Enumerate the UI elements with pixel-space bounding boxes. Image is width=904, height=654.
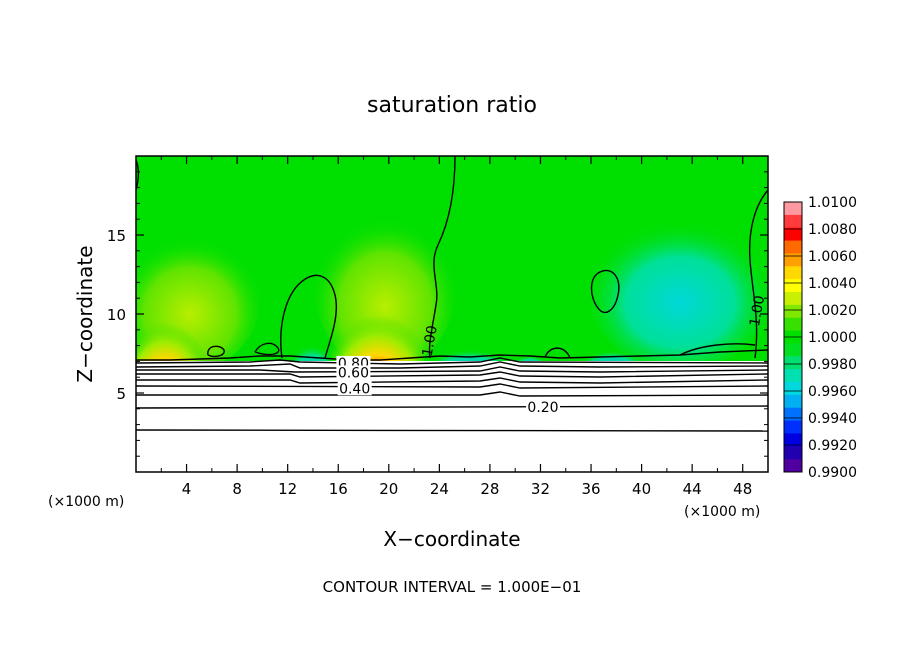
- contour-label: 0.60: [338, 365, 369, 381]
- colorbar-segment: [784, 304, 802, 319]
- x-axis-title: X−coordinate: [383, 527, 520, 551]
- contour-line-1.00: [544, 347, 571, 359]
- contour-line-0.50: [136, 377, 768, 384]
- contour-line-1.00: [254, 342, 280, 356]
- contour-line-0.20: [136, 405, 768, 409]
- colorbar-label: 1.0080: [808, 222, 857, 238]
- colorbar-segment: [784, 266, 802, 280]
- colorbar-label: 1.0020: [808, 303, 857, 319]
- y-tick-label: 15: [107, 227, 126, 245]
- x-tick-label: 4: [182, 480, 192, 498]
- colorbar-segment: [784, 459, 802, 473]
- x-tick-label: 48: [733, 480, 752, 498]
- colorbar-segment: [784, 382, 802, 396]
- contour-labels: 0.800.600.400.201.001.00: [336, 294, 768, 416]
- contour-lines: [136, 156, 768, 432]
- y-axis: 5 10 15: [107, 171, 768, 457]
- colorbar-segment: [784, 202, 802, 216]
- colorbar-segment: [784, 214, 802, 229]
- contour-line-1.00: [280, 274, 338, 359]
- colorbar-segment: [784, 356, 802, 370]
- x-tick-label: 40: [632, 480, 651, 498]
- x-unit-left: (×1000 m): [48, 494, 124, 510]
- x-tick-label: 12: [278, 480, 297, 498]
- contour-label: 1.00: [420, 324, 441, 357]
- x-tick-label: 16: [329, 480, 348, 498]
- contour-interval-note: CONTOUR INTERVAL = 1.000E−01: [323, 578, 582, 596]
- x-unit-right: (×1000 m): [684, 504, 760, 520]
- y-tick-label: 5: [116, 385, 126, 403]
- colorbar-segment: [784, 446, 802, 460]
- contour-label: 0.40: [339, 381, 370, 397]
- colorbar-segment: [784, 433, 802, 447]
- heatmap-field: [136, 156, 768, 472]
- colorbar-segment: [784, 292, 802, 306]
- colorbar-label: 1.0040: [808, 276, 857, 292]
- colorbar-segment: [784, 420, 802, 434]
- contour-line-0.70: [136, 366, 768, 373]
- colorbar-label: 1.0060: [808, 249, 857, 265]
- y-tick-label: 10: [107, 306, 126, 324]
- colorbar-segment: [784, 253, 802, 267]
- colorbar-label: 0.9980: [808, 357, 857, 373]
- colorbar-label: 0.9940: [808, 411, 857, 427]
- colorbar-label: 0.9960: [808, 384, 857, 400]
- x-tick-label: 28: [480, 480, 499, 498]
- colorbar-segment: [784, 343, 802, 357]
- chart-title: saturation ratio: [367, 93, 537, 118]
- contour-line-1.00: [207, 345, 225, 358]
- contour-label-gap: [336, 365, 371, 380]
- contour-line-0.90: [136, 357, 768, 365]
- colorbar-segment: [784, 407, 802, 422]
- colorbar-label: 0.9920: [808, 438, 857, 454]
- contour-label: 1.00: [747, 294, 768, 327]
- x-tick-label: 24: [430, 480, 449, 498]
- contour-line-0.60: [136, 371, 768, 378]
- colorbar-segment: [784, 369, 802, 383]
- contour-line-1.00: [748, 189, 768, 359]
- contour-line-0.80: [136, 361, 768, 369]
- colorbar-label: 1.0100: [808, 195, 857, 211]
- heatmap-cyan-region: [590, 220, 768, 370]
- x-tick-label: 32: [531, 480, 550, 498]
- x-tick-label: 44: [683, 480, 702, 498]
- y-axis-title: Z−coordinate: [73, 245, 97, 382]
- subsaturated-layer: [136, 361, 768, 472]
- colorbar-label: 1.0000: [808, 330, 857, 346]
- colorbar-segment: [784, 279, 802, 293]
- colorbar: 1.0100 1.0080 1.0060 1.0040 1.0020 1.0000 0.99…: [783, 195, 857, 481]
- x-tick-label: 20: [379, 480, 398, 498]
- contour-line-1.00: [590, 269, 620, 313]
- contour-line-1.00: [679, 343, 756, 356]
- colorbar-segment: [784, 394, 802, 409]
- colorbar-label: 0.9900: [808, 465, 857, 481]
- x-tick-label: 36: [581, 480, 600, 498]
- x-tick-label: 8: [232, 480, 242, 498]
- contour-line-1.00: [136, 349, 768, 361]
- contour-line-1.00: [428, 156, 456, 359]
- contour-label-gap: [526, 400, 561, 415]
- contour-label-gap: [337, 381, 372, 396]
- colorbar-segment: [784, 317, 802, 332]
- colorbar-segment: [784, 240, 802, 254]
- x-axis: 4 8 12 16 20 24 28 32 36 40 44 48: [160, 156, 752, 498]
- colorbar-segment: [784, 227, 802, 242]
- contour-line-0.10: [136, 429, 768, 432]
- contour-label: 0.20: [527, 400, 558, 416]
